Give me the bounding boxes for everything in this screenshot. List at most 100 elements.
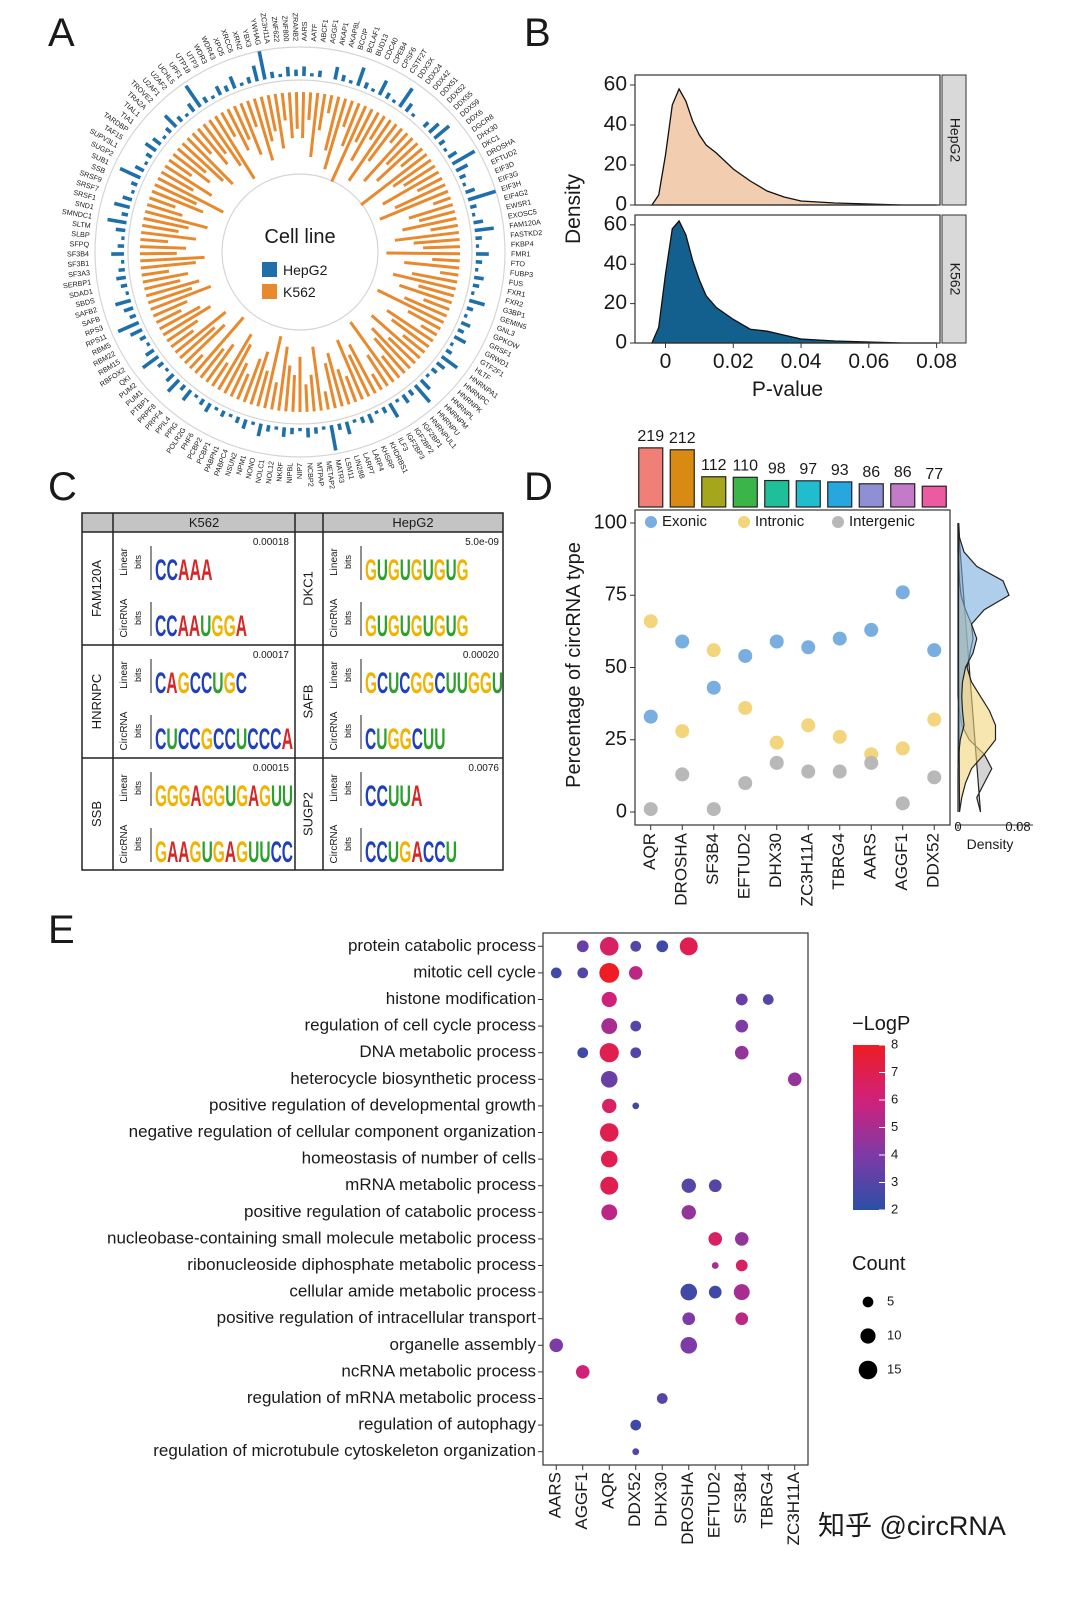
y-tick-label: 20 — [604, 153, 627, 176]
bar — [181, 389, 193, 402]
bar — [392, 272, 456, 291]
count-label: 97 — [799, 461, 817, 478]
bar — [269, 71, 275, 79]
bar — [413, 383, 432, 404]
y-tick-label: 60 — [604, 73, 627, 96]
bar — [304, 384, 309, 412]
legend-label: K562 — [283, 284, 316, 300]
bar — [377, 79, 389, 96]
plot-frame — [542, 932, 809, 1466]
facet-frame — [634, 214, 941, 344]
bar — [333, 66, 340, 80]
point — [738, 700, 753, 715]
dot — [656, 1393, 668, 1404]
category-label: AARS — [300, 21, 309, 41]
point — [675, 767, 690, 782]
bar — [266, 94, 277, 132]
bar — [217, 333, 253, 391]
point — [927, 712, 942, 727]
bar — [468, 298, 486, 307]
x-tick-label: DHX30 — [766, 833, 785, 888]
term-label: homeostasis of number of cells — [302, 1149, 536, 1168]
category-label: SND1 — [74, 199, 95, 212]
point — [738, 776, 753, 791]
bar — [366, 354, 389, 387]
x-tick-label: ZC3H11A — [798, 832, 817, 906]
bar — [380, 354, 401, 379]
bar — [326, 352, 344, 407]
motif-logo: CCAAA — [155, 554, 213, 587]
bar — [130, 181, 138, 187]
bar — [151, 189, 204, 214]
bar — [367, 413, 375, 424]
bar — [430, 367, 438, 375]
bar — [348, 343, 377, 394]
x-tick-label: AQR — [640, 833, 659, 870]
bar — [141, 269, 170, 277]
count-label: 77 — [925, 466, 943, 483]
y-axis-label: Density — [562, 173, 585, 244]
bar — [407, 309, 442, 331]
count-label: 112 — [701, 457, 727, 474]
bar — [170, 329, 195, 349]
x-tick-label: EFTUD2 — [705, 1472, 724, 1538]
bar — [174, 310, 227, 354]
bar — [186, 102, 196, 113]
point — [706, 680, 721, 695]
bar — [140, 255, 205, 263]
axis-unit: bits — [133, 837, 143, 852]
motif-logo: GCUCGGCUUGGU — [365, 667, 503, 700]
bar — [469, 204, 477, 210]
bar — [123, 306, 134, 313]
bar — [165, 373, 175, 383]
bar — [330, 105, 368, 183]
bar — [413, 238, 460, 245]
category-label: SLBP — [71, 229, 90, 239]
bar — [370, 373, 383, 391]
bar — [348, 79, 353, 84]
x-tick-label: 0.06 — [848, 350, 889, 373]
size-swatch — [862, 1296, 874, 1308]
dot — [577, 1047, 589, 1059]
bar — [394, 398, 400, 403]
dot — [708, 1232, 723, 1246]
category-label: MATR3 — [334, 459, 347, 484]
point — [643, 709, 658, 724]
dot — [762, 994, 774, 1005]
bar — [416, 176, 443, 193]
bar — [158, 305, 201, 331]
bar — [309, 92, 320, 158]
bar — [451, 149, 476, 166]
term-label: ribonucleoside diphosphate metabolic pro… — [187, 1255, 536, 1274]
x-tick-label: 0.08 — [916, 350, 957, 373]
category-label: NOL12 — [264, 460, 276, 484]
legend-swatch — [738, 516, 750, 528]
point — [738, 648, 753, 663]
motif-logo: CAGCCUGC — [155, 667, 247, 700]
bar — [427, 122, 440, 134]
bar — [141, 354, 160, 370]
bar — [386, 251, 461, 256]
bar — [349, 321, 395, 383]
count-label: 110 — [732, 457, 758, 474]
category-label: FASTKD2 — [510, 228, 543, 239]
bar — [425, 373, 431, 378]
term-label: positive regulation of developmental gro… — [209, 1095, 536, 1114]
bar — [116, 275, 127, 281]
bar — [145, 341, 151, 347]
bar — [447, 150, 458, 159]
point — [801, 764, 816, 779]
size-swatch — [858, 1360, 878, 1380]
dot — [599, 937, 619, 956]
bar — [156, 361, 165, 369]
bar — [115, 227, 126, 233]
category-label: FUS — [508, 277, 524, 288]
dot — [601, 991, 617, 1008]
x-tick-label: DROSHA — [678, 1471, 697, 1544]
count-bar — [732, 476, 758, 508]
rbp-label: FAM120A — [89, 560, 104, 617]
bar — [184, 112, 190, 118]
dot — [708, 1285, 722, 1299]
panel-label: A — [48, 11, 75, 55]
